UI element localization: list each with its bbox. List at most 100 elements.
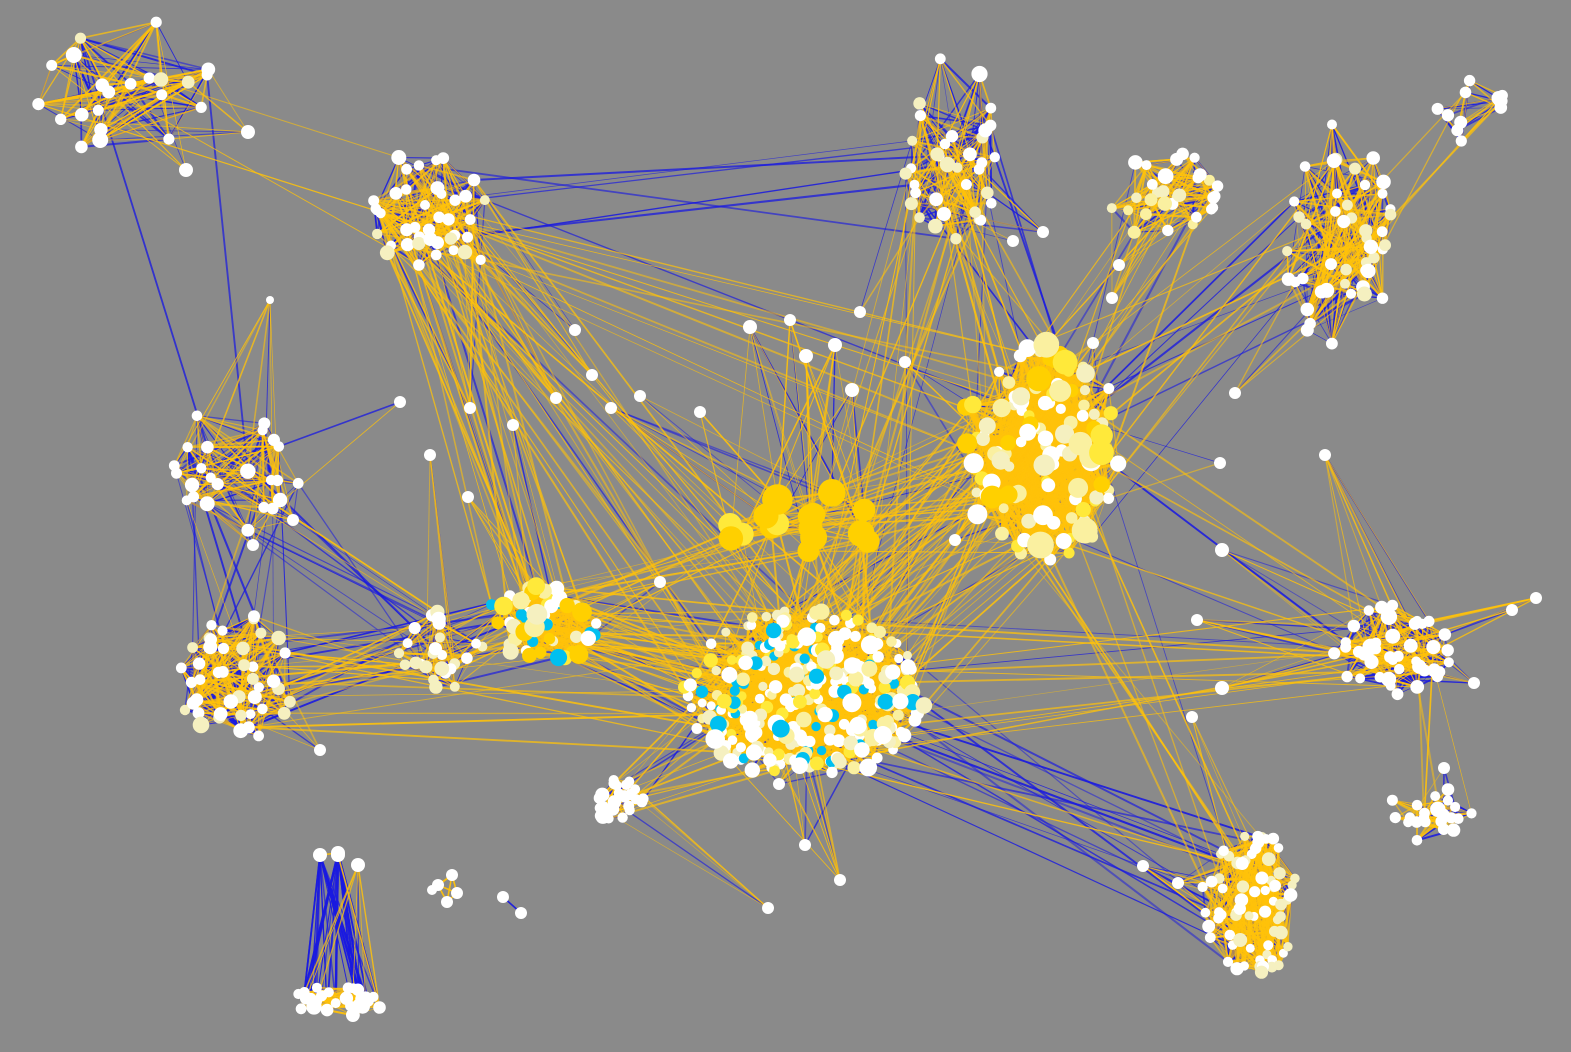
graph-node[interactable] [975, 214, 987, 226]
graph-node[interactable] [608, 777, 620, 790]
graph-node[interactable] [1011, 387, 1031, 406]
graph-node[interactable] [1156, 185, 1170, 198]
graph-node[interactable] [761, 611, 772, 622]
graph-node[interactable] [1366, 151, 1380, 165]
graph-node[interactable] [1157, 196, 1173, 211]
graph-node[interactable] [765, 622, 782, 639]
graph-node[interactable] [1446, 823, 1461, 837]
graph-node[interactable] [595, 787, 610, 802]
graph-node[interactable] [1000, 435, 1016, 451]
graph-node[interactable] [738, 753, 749, 764]
graph-node[interactable] [1049, 379, 1072, 402]
graph-node[interactable] [801, 502, 826, 527]
graph-node[interactable] [434, 632, 445, 643]
graph-node[interactable] [859, 758, 878, 777]
graph-node[interactable] [462, 231, 473, 243]
graph-node[interactable] [1431, 102, 1444, 115]
graph-node[interactable] [1088, 408, 1100, 420]
graph-node[interactable] [549, 648, 568, 667]
graph-node[interactable] [1491, 91, 1506, 106]
graph-node[interactable] [1207, 191, 1220, 204]
graph-node[interactable] [373, 1001, 386, 1014]
graph-node[interactable] [339, 991, 354, 1005]
graph-node[interactable] [695, 685, 709, 698]
graph-node[interactable] [372, 228, 383, 240]
graph-node[interactable] [150, 16, 162, 28]
graph-node[interactable] [844, 657, 861, 674]
graph-node[interactable] [430, 249, 442, 261]
node-layer[interactable] [32, 16, 1542, 1022]
graph-node[interactable] [459, 189, 473, 203]
graph-node[interactable] [784, 314, 796, 326]
graph-node[interactable] [1041, 478, 1056, 493]
graph-node[interactable] [907, 135, 918, 146]
graph-node[interactable] [705, 729, 725, 749]
graph-node[interactable] [1123, 205, 1134, 216]
graph-node[interactable] [779, 693, 793, 706]
graph-node[interactable] [1267, 832, 1280, 845]
graph-node[interactable] [705, 638, 717, 650]
graph-node[interactable] [1426, 640, 1441, 655]
graph-node[interactable] [153, 72, 169, 87]
graph-node[interactable] [847, 761, 861, 775]
graph-node[interactable] [871, 752, 883, 764]
graph-node[interactable] [368, 195, 380, 207]
graph-node[interactable] [1052, 349, 1078, 375]
graph-node[interactable] [743, 320, 757, 334]
graph-node[interactable] [346, 1008, 360, 1022]
graph-node[interactable] [192, 657, 206, 670]
graph-node[interactable] [179, 704, 191, 716]
graph-node[interactable] [1027, 531, 1054, 559]
graph-node[interactable] [1140, 208, 1152, 221]
graph-node[interactable] [1213, 913, 1224, 924]
graph-node[interactable] [903, 650, 912, 660]
graph-node[interactable] [1385, 628, 1401, 644]
graph-node[interactable] [449, 681, 460, 692]
graph-node[interactable] [852, 614, 864, 626]
graph-node[interactable] [799, 653, 810, 664]
graph-node[interactable] [1289, 196, 1300, 207]
graph-node[interactable] [1127, 225, 1141, 239]
graph-node[interactable] [829, 614, 840, 626]
graph-node[interactable] [266, 674, 281, 688]
graph-node[interactable] [654, 576, 666, 588]
graph-node[interactable] [840, 609, 852, 621]
graph-node[interactable] [915, 697, 933, 714]
graph-node[interactable] [758, 681, 768, 692]
graph-node[interactable] [258, 501, 270, 513]
graph-node[interactable] [928, 218, 943, 234]
graph-node[interactable] [1269, 879, 1281, 892]
graph-node[interactable] [1065, 512, 1078, 524]
graph-node[interactable] [1345, 288, 1357, 299]
graph-node[interactable] [963, 147, 977, 162]
graph-node[interactable] [351, 983, 365, 996]
graph-node[interactable] [247, 690, 262, 705]
graph-node[interactable] [904, 197, 918, 211]
graph-node[interactable] [1466, 808, 1477, 819]
graph-node[interactable] [848, 671, 864, 687]
graph-node[interactable] [1224, 929, 1236, 941]
graph-node[interactable] [559, 597, 575, 614]
graph-node[interactable] [849, 630, 861, 642]
graph-node[interactable] [828, 338, 842, 352]
graph-node[interactable] [945, 130, 959, 143]
graph-node[interactable] [1443, 657, 1454, 668]
graph-node[interactable] [1319, 282, 1335, 298]
graph-node[interactable] [187, 642, 199, 653]
graph-node[interactable] [617, 812, 628, 823]
graph-node[interactable] [1055, 424, 1075, 444]
graph-node[interactable] [1361, 263, 1376, 279]
graph-node[interactable] [776, 614, 790, 628]
graph-node[interactable] [284, 695, 296, 708]
graph-node[interactable] [769, 765, 780, 777]
graph-node[interactable] [1300, 302, 1315, 317]
graph-node[interactable] [985, 102, 997, 114]
graph-node[interactable] [194, 674, 206, 685]
graph-node[interactable] [1076, 409, 1089, 422]
graph-node[interactable] [735, 742, 747, 753]
graph-node[interactable] [998, 503, 1009, 514]
graph-node[interactable] [1368, 252, 1380, 264]
graph-node[interactable] [1068, 477, 1089, 498]
graph-node[interactable] [245, 709, 256, 720]
